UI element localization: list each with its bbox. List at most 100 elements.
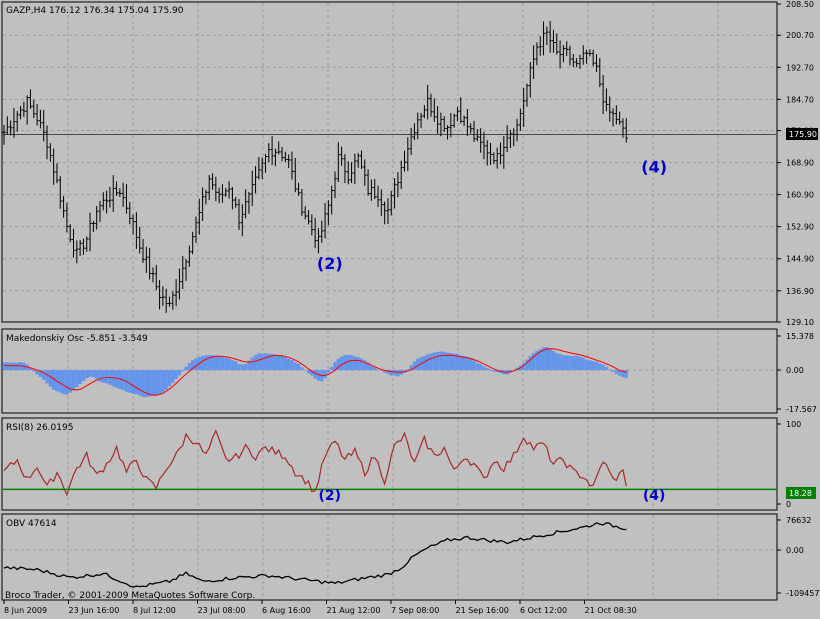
- oscillator-bar: [38, 370, 43, 378]
- oscillator-bar: [177, 370, 182, 376]
- oscillator-bar: [578, 356, 582, 371]
- oscillator-bar: [5, 362, 9, 371]
- price-bar: [32, 99, 36, 119]
- price-bar: [604, 88, 608, 112]
- oscillator-bar: [594, 361, 599, 371]
- oscillator-bar: [280, 355, 284, 371]
- oscillator-bar: [71, 370, 76, 391]
- y-axis-tick-label: 0: [786, 500, 791, 509]
- price-bar: [581, 45, 585, 65]
- oscillator-bar: [462, 355, 466, 371]
- oscillator-bar: [217, 355, 221, 371]
- price-pane[interactable]: [1, 1, 778, 323]
- price-bar: [525, 83, 529, 107]
- y-axis-tick-label: 136.90: [786, 287, 814, 296]
- price-bar: [310, 214, 314, 236]
- oscillator-bar: [452, 353, 456, 371]
- price-bar: [469, 123, 473, 134]
- price-bar: [528, 62, 532, 98]
- price-bar: [320, 220, 324, 243]
- oscillator-bar: [349, 355, 354, 371]
- oscillator-bar: [230, 360, 235, 371]
- price-bar: [585, 49, 589, 64]
- price-bar: [131, 214, 135, 235]
- oscillator-bar: [247, 360, 251, 371]
- oscillator-bar: [604, 366, 609, 371]
- price-bar: [436, 106, 440, 134]
- oscillator-bar: [174, 370, 178, 379]
- oscillator-bar: [283, 356, 288, 371]
- y-axis-tick-label: 184.70: [786, 95, 814, 104]
- axis-layer: 208.50200.70192.70184.70176.90168.90160.…: [3, 0, 819, 615]
- price-bar: [280, 146, 284, 162]
- oscillator-bar: [618, 370, 622, 376]
- price-bar: [465, 108, 469, 137]
- price-bar: [15, 110, 19, 132]
- oscillator-bar: [369, 365, 374, 371]
- price-bar: [263, 153, 267, 173]
- price-bar: [449, 113, 453, 138]
- price-bar: [482, 131, 486, 160]
- price-bar: [545, 26, 549, 45]
- price-bar: [211, 173, 215, 190]
- price-bar: [293, 158, 297, 193]
- price-bar: [598, 57, 602, 88]
- oscillator-bar: [383, 370, 387, 373]
- price-bar: [12, 107, 16, 138]
- price-bar: [98, 200, 102, 223]
- oscillator-bar: [95, 370, 99, 380]
- price-bar: [230, 187, 234, 210]
- oscillator-bar: [359, 358, 364, 371]
- price-bar: [108, 186, 112, 208]
- price-bar: [257, 156, 261, 180]
- price-bar: [158, 280, 162, 310]
- price-bar: [538, 36, 542, 56]
- oscillator-bar: [601, 364, 605, 371]
- price-bar: [419, 112, 423, 129]
- price-bar: [422, 105, 426, 119]
- y-axis-tick-label: 208.50: [786, 0, 814, 9]
- oscillator-bar: [240, 364, 244, 371]
- oscillator-bar: [290, 360, 294, 371]
- oscillator-bar: [621, 370, 625, 378]
- oscillator-bar: [426, 354, 430, 371]
- price-bar: [260, 157, 264, 180]
- obv-series: [3, 522, 627, 588]
- oscillator-bar: [392, 370, 397, 376]
- oscillator-bar: [61, 370, 66, 395]
- obv-pane[interactable]: [1, 513, 778, 601]
- price-bar: [432, 98, 436, 122]
- price-bar: [475, 129, 479, 142]
- price-bar: [336, 142, 340, 183]
- oscillator-bar: [243, 363, 248, 371]
- x-axis-tick-label: 21 Oct 08:30: [585, 606, 637, 615]
- rsi-pane-title: RSI(8) 26.0195: [6, 423, 73, 433]
- oscillator-bar: [535, 350, 539, 371]
- x-axis-tick-label: 6 Aug 16:00: [262, 606, 311, 615]
- price-bar: [343, 154, 347, 184]
- price-bar: [571, 54, 575, 68]
- price-bar: [542, 21, 546, 56]
- price-bar: [58, 176, 62, 209]
- oscillator-bar: [435, 351, 440, 371]
- oscillator-bar: [475, 363, 479, 371]
- price-bar: [492, 152, 496, 165]
- oscillator-bar: [565, 355, 569, 371]
- price-bar: [177, 268, 181, 300]
- price-bar: [389, 190, 393, 216]
- price-bar: [48, 143, 52, 162]
- price-bar: [85, 236, 89, 252]
- oscillator-bar: [545, 347, 549, 371]
- price-bar: [386, 198, 390, 224]
- oscillator-bar: [118, 370, 122, 390]
- price-bar: [290, 151, 294, 180]
- oscillator-bar: [154, 370, 158, 396]
- oscillator-bar: [75, 370, 79, 388]
- price-bar: [191, 231, 195, 255]
- oscillator-bar: [373, 367, 377, 371]
- price-bar: [217, 187, 221, 204]
- x-axis-tick-label: 21 Aug 12:00: [327, 606, 381, 615]
- y-axis-tick-label: -109457: [786, 589, 819, 598]
- price-bar: [618, 111, 622, 125]
